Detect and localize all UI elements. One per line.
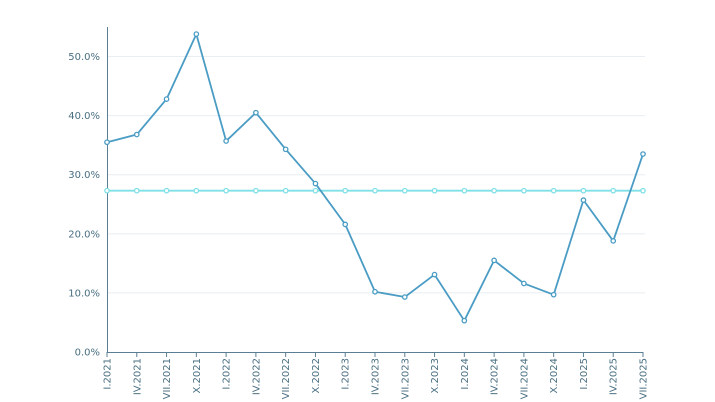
y-tick-label: 50.0%	[68, 52, 100, 63]
x-tick-label: IV.2021	[132, 358, 143, 395]
x-tick-label: VII.2025	[639, 358, 650, 399]
x-tick-label: VII.2023	[400, 358, 411, 399]
data-point-main	[521, 280, 527, 287]
grid-lines	[107, 56, 645, 294]
x-tick-label: IV.2023	[371, 358, 382, 395]
data-point-main	[431, 271, 438, 278]
data-point-reference	[253, 187, 259, 194]
data-point-main	[550, 291, 557, 298]
data-point-reference	[312, 187, 319, 194]
data-point-main	[223, 138, 229, 144]
data-point-reference	[372, 187, 378, 194]
x-tick-label: I.2022	[222, 358, 233, 390]
data-point-reference	[610, 187, 617, 194]
y-tick-label: 40.0%	[68, 111, 100, 122]
data-point-reference	[640, 187, 646, 194]
x-tick-label: IV.2022	[251, 358, 262, 395]
y-tick-label: 0.0%	[75, 348, 100, 359]
data-point-reference	[223, 187, 229, 194]
data-point-main	[342, 221, 349, 228]
data-point-main	[461, 317, 468, 324]
data-point-reference	[550, 187, 557, 194]
data-point-main	[401, 294, 408, 300]
data-point-reference	[133, 187, 140, 194]
x-tick-label: VII.2021	[162, 358, 173, 399]
data-point-main	[104, 139, 110, 146]
data-point-main	[133, 131, 140, 138]
data-point-reference	[491, 187, 497, 194]
data-point-reference	[580, 187, 587, 194]
x-tick-label: I.2025	[579, 358, 590, 390]
x-tick-label: VII.2022	[281, 358, 292, 399]
data-point-main	[640, 151, 646, 157]
y-tick-label: 10.0%	[68, 288, 100, 299]
data-point-reference	[521, 187, 527, 194]
data-point-reference	[104, 187, 110, 194]
x-tick-label: X.2023	[430, 358, 441, 393]
x-tick-label: VII.2024	[519, 358, 530, 399]
data-point-reference	[401, 187, 408, 194]
x-tick-label: I.2024	[460, 358, 471, 390]
series-line-main	[106, 33, 644, 322]
data-point-main	[580, 197, 587, 203]
x-tick-label: IV.2025	[609, 358, 620, 395]
y-tick-label: 20.0%	[68, 229, 100, 240]
series-layer	[104, 31, 646, 324]
tick-labels: 0.0% 10.0% 20.0% 30.0% 40.0% 50.0% I.2021 IV.20…	[68, 52, 649, 399]
x-tick-label: I.2023	[341, 358, 352, 390]
data-point-main	[491, 257, 497, 264]
data-point-reference	[342, 187, 349, 194]
data-point-reference	[163, 187, 170, 194]
x-tick-label: X.2021	[192, 358, 203, 393]
data-point-reference	[193, 187, 200, 194]
data-point-main	[372, 288, 378, 295]
data-point-main	[193, 31, 200, 37]
data-point-reference	[282, 187, 289, 194]
data-point-main	[253, 109, 259, 116]
x-tick-label: X.2022	[311, 358, 322, 393]
data-point-main	[312, 180, 319, 187]
data-point-main	[282, 146, 289, 153]
x-tick-label: IV.2024	[490, 358, 501, 395]
data-point-reference	[431, 187, 438, 194]
y-tick-label: 30.0%	[68, 170, 100, 181]
x-tick-label: X.2024	[549, 358, 560, 393]
data-point-main	[163, 96, 170, 102]
x-tick-label: I.2021	[103, 358, 114, 390]
data-point-main	[610, 238, 617, 244]
data-point-reference	[461, 187, 468, 194]
